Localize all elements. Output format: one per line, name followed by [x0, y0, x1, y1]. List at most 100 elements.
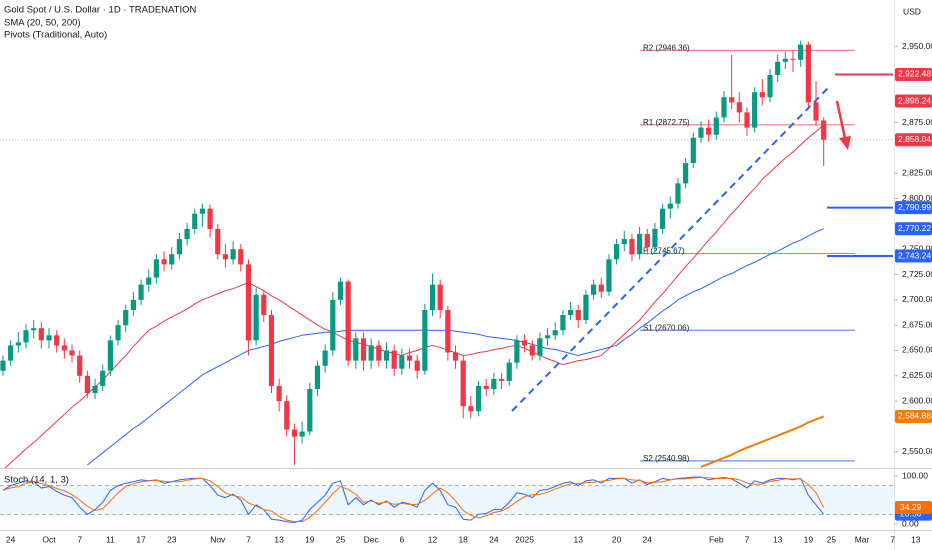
- candle-body: [721, 97, 727, 118]
- y-tick-label: 2,600.00: [902, 395, 932, 405]
- candle-body: [307, 388, 313, 432]
- candle-body: [138, 284, 144, 300]
- x-tick-label: 24: [6, 534, 16, 544]
- candle-body: [322, 350, 328, 366]
- candle-body: [353, 338, 359, 361]
- candle-body: [452, 352, 459, 361]
- stoch-title: Stoch (14, 1, 3): [4, 475, 69, 486]
- y-tick-label: 2,550.00: [902, 446, 932, 456]
- pivot-label: S1 (2670.06): [643, 323, 690, 332]
- candle-body: [299, 431, 305, 437]
- x-tick-label: Feb: [709, 534, 724, 544]
- candle-body: [498, 378, 505, 381]
- candle-body: [31, 328, 37, 331]
- candle-body: [644, 234, 650, 248]
- x-tick-label: Nov: [210, 534, 226, 544]
- candle-body: [107, 340, 113, 371]
- pivot-label: S2 (2540.98): [643, 454, 690, 463]
- candle-body: [92, 385, 98, 394]
- candle-body: [475, 385, 482, 412]
- candle-body: [514, 340, 520, 363]
- y-tick-label: 2,650.00: [902, 345, 932, 355]
- stoch-value-label: 34.29: [900, 502, 922, 512]
- candle-body: [537, 338, 543, 356]
- x-tick-label: 19: [804, 534, 814, 544]
- x-tick-label: 18: [458, 534, 468, 544]
- candle-body: [376, 345, 382, 361]
- price-label-box: [895, 133, 932, 147]
- candle-body: [667, 203, 673, 209]
- candle-body: [176, 239, 183, 255]
- x-tick-label: 11: [106, 534, 115, 544]
- price-label: 2,922.48: [898, 69, 931, 79]
- x-tick-label: 25: [827, 534, 837, 544]
- x-tick-label: 7: [890, 534, 895, 544]
- candle-body: [483, 385, 489, 389]
- candle-body: [614, 244, 620, 260]
- x-tick-label: 12: [428, 534, 438, 544]
- y-tick-label: 2,675.00: [902, 319, 932, 329]
- candle-body: [245, 264, 252, 341]
- candle-body: [261, 294, 267, 316]
- x-tick-label: 2025: [515, 534, 534, 544]
- candle-body: [752, 92, 758, 128]
- x-tick-label: 7: [745, 534, 750, 544]
- candle-body: [406, 355, 413, 361]
- candle-body: [798, 44, 804, 60]
- candle-body: [744, 112, 750, 128]
- candle-body: [606, 259, 612, 292]
- candle-body: [146, 277, 152, 285]
- candle-body: [775, 61, 781, 75]
- candle-body: [8, 345, 14, 361]
- candle-body: [46, 335, 52, 341]
- x-tick-label: 24: [489, 534, 499, 544]
- candle-body: [675, 183, 681, 204]
- candle-body: [61, 345, 67, 351]
- arrow-head: [839, 136, 851, 150]
- x-tick-label: 24: [643, 534, 653, 544]
- x-tick-label: 7: [77, 534, 82, 544]
- candle-body: [813, 102, 819, 121]
- candle-body: [15, 342, 21, 346]
- price-label: 2,858.04: [898, 134, 931, 144]
- pivot-label: R2 (2946.36): [643, 43, 690, 52]
- candle-body: [429, 284, 436, 310]
- price-pane: R2 (2946.36) R1 (2872.75) P (2745.67) S1 (2…: [0, 40, 893, 468]
- candle-body: [123, 309, 129, 326]
- sma-line: [700, 415, 825, 468]
- y-tick-label: 2,700.00: [902, 294, 932, 304]
- candle-body: [698, 127, 704, 138]
- currency: USD: [903, 6, 921, 16]
- candle-body: [468, 406, 474, 412]
- candle-body: [399, 355, 405, 369]
- candle-body: [383, 350, 390, 361]
- candle-body: [629, 239, 635, 255]
- stoch-value-box: [895, 501, 932, 515]
- price-label-box: [895, 94, 932, 108]
- candle-body: [84, 375, 90, 394]
- candle-body: [652, 228, 658, 248]
- candle-body: [706, 127, 712, 135]
- candle-body: [337, 281, 344, 300]
- drawings: [511, 87, 851, 412]
- candle-body: [683, 163, 689, 184]
- candle-body: [583, 294, 589, 321]
- candle-body: [77, 355, 83, 376]
- candle-body: [169, 254, 175, 265]
- y-tick-label: 2,750.00: [902, 243, 932, 253]
- candle-body: [491, 378, 497, 389]
- candle-body: [637, 234, 643, 255]
- candle-body: [414, 360, 420, 371]
- candle-body: [445, 309, 451, 353]
- candle-body: [690, 137, 696, 164]
- candle-body: [276, 385, 282, 402]
- candle-body: [268, 315, 275, 386]
- x-tick-label: 7: [246, 534, 251, 544]
- candle-body: [199, 208, 206, 214]
- trend-line: [511, 87, 829, 412]
- indicator-sma: SMA (20, 50, 200): [4, 18, 81, 29]
- y-tick-label: 2,825.00: [902, 167, 932, 177]
- candle-body: [567, 309, 574, 316]
- candle-body: [54, 335, 60, 346]
